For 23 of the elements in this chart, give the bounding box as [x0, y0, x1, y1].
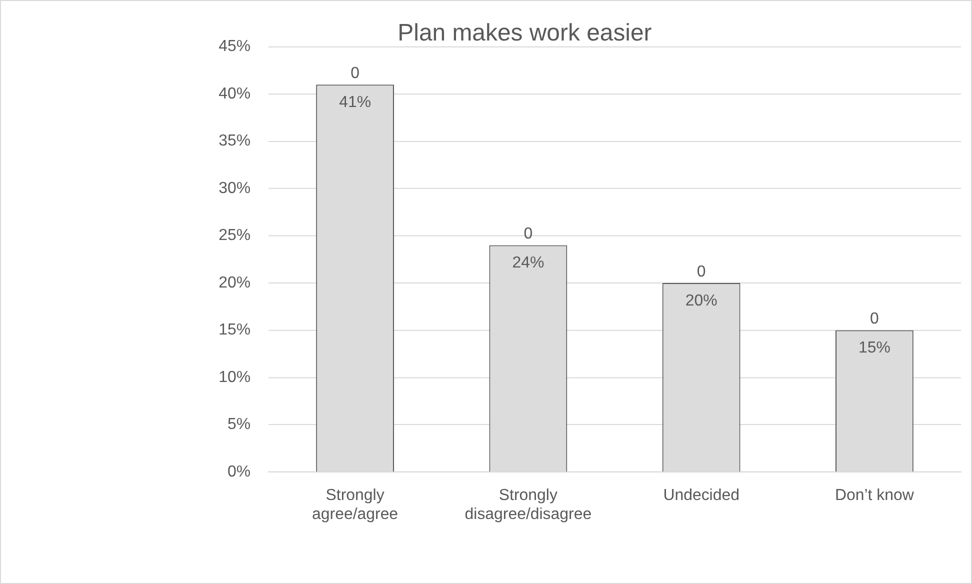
- y-tick-label: 15%: [218, 322, 251, 339]
- y-tick-label: 20%: [218, 274, 251, 292]
- y-tick-label: 5%: [227, 416, 251, 434]
- data-label: 24%: [512, 254, 544, 272]
- y-tick-label: 0%: [227, 463, 251, 480]
- y-tick-label: 10%: [218, 368, 251, 386]
- y-tick-label: 35%: [218, 132, 251, 150]
- annotation: 0: [524, 226, 533, 243]
- y-tick-label: 45%: [218, 38, 251, 56]
- data-label: 41%: [339, 94, 372, 111]
- x-tick-label: Don’t know: [835, 486, 914, 504]
- chart-title: Plan makes work easier: [398, 20, 652, 46]
- x-tick-label: Undecided: [663, 486, 740, 504]
- x-tick-label: Strongly agree/agree: [312, 486, 398, 524]
- y-tick-label: 25%: [218, 227, 251, 244]
- annotation: 0: [696, 263, 706, 280]
- annotation: 0: [870, 310, 880, 328]
- y-tick-label: 30%: [218, 180, 251, 197]
- annotation: 0: [350, 65, 360, 82]
- data-label: 20%: [685, 292, 718, 310]
- y-tick-label: 40%: [218, 85, 251, 102]
- x-tick-label: Strongly disagree/disagree: [464, 486, 592, 524]
- data-label: 15%: [858, 340, 890, 357]
